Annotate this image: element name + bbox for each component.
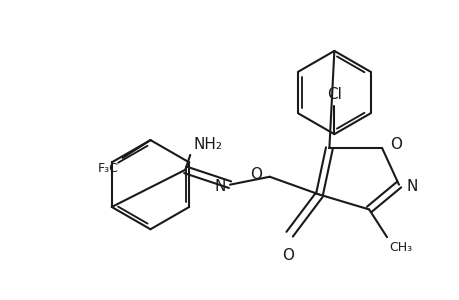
Text: F₃C: F₃C <box>98 162 118 175</box>
Text: N: N <box>406 179 417 194</box>
Text: CH₃: CH₃ <box>388 241 411 254</box>
Text: NH₂: NH₂ <box>193 137 222 152</box>
Text: N: N <box>214 179 225 194</box>
Text: O: O <box>389 136 401 152</box>
Text: O: O <box>281 248 293 263</box>
Text: O: O <box>249 167 261 182</box>
Text: Cl: Cl <box>326 87 341 102</box>
